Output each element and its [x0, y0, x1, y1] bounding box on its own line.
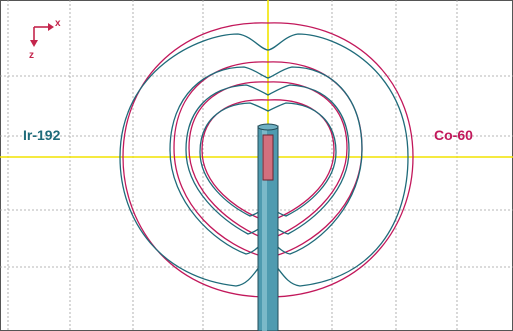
- radioactive-source-core: [262, 134, 274, 181]
- ir192-isodose-curves: [119, 33, 409, 287]
- ir192-label: Ir-192: [23, 127, 61, 143]
- co60-label: Co-60: [434, 127, 473, 143]
- z-axis-label: z: [29, 50, 34, 61]
- x-axis-label: x: [55, 18, 61, 29]
- axis-indicator: [30, 23, 54, 47]
